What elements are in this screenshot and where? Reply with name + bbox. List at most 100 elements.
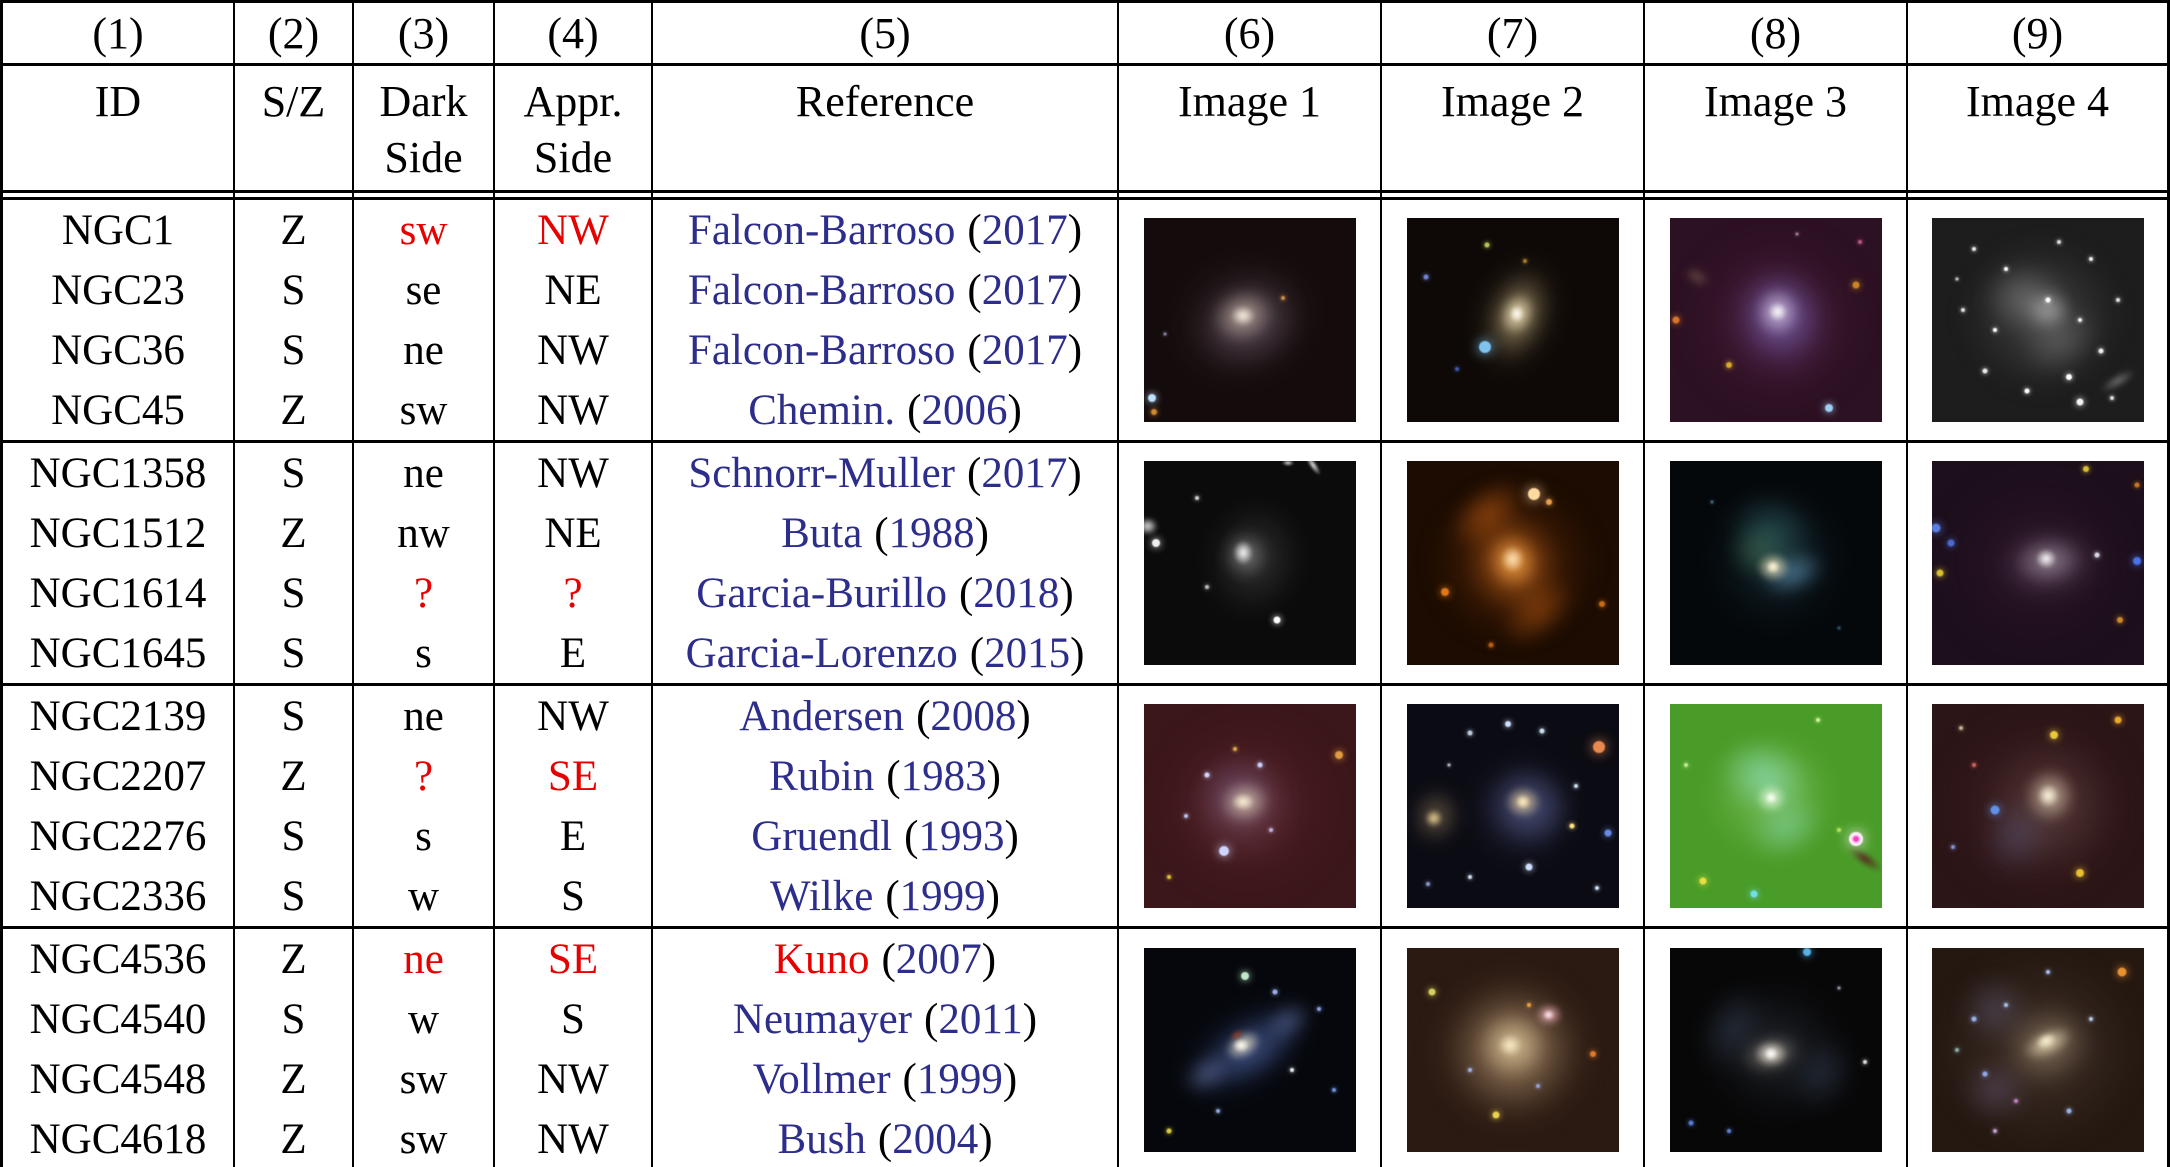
reference-year[interactable]: 1993: [918, 812, 1005, 860]
reference-year[interactable]: 1983: [900, 752, 987, 800]
reference-link[interactable]: Bush (2004): [777, 1115, 993, 1163]
galaxy-id: NGC4536: [29, 935, 207, 983]
divider-segment: [495, 190, 653, 200]
galaxy-layer: [1763, 557, 1783, 577]
reference-link[interactable]: Falcon-Barroso (2017): [687, 266, 1083, 314]
reference-link[interactable]: Rubin (1983): [769, 752, 1001, 800]
reference-year[interactable]: 2008: [930, 692, 1017, 740]
dark-side-value: sw: [399, 1115, 448, 1163]
star-dot: [1593, 740, 1606, 753]
star-dot: [1725, 361, 1732, 368]
reference-year[interactable]: 2017: [981, 266, 1068, 314]
image-cell-2: [1382, 929, 1645, 1167]
star-dot: [1574, 783, 1579, 788]
appr-side-column-cell: SE S NW NW: [495, 929, 653, 1167]
reference-year[interactable]: 2017: [981, 449, 1068, 497]
star-dot: [2075, 869, 2084, 878]
reference-year[interactable]: 1999: [916, 1055, 1003, 1103]
galaxy-layer: [1227, 789, 1260, 815]
reference-cell: Buta (1988): [653, 503, 1117, 563]
galaxy-layer: [1299, 461, 1327, 482]
column-number: (9): [2011, 8, 2064, 58]
reference-author[interactable]: Buta: [781, 509, 863, 557]
star-dot: [1971, 763, 1976, 768]
galaxy-layer: [1512, 791, 1534, 813]
reference-author[interactable]: Falcon-Barroso: [687, 206, 956, 254]
reference-author[interactable]: Bush: [777, 1115, 866, 1163]
reference-link[interactable]: Buta (1988): [781, 509, 989, 557]
galaxy-image: [1669, 704, 1882, 908]
column-header-row: ID S/Z Dark Side Appr. Side Reference Imag…: [3, 66, 2167, 190]
reference-link[interactable]: Vollmer (1999): [752, 1055, 1018, 1103]
column-header-dark-side: Dark Side: [354, 66, 495, 190]
reference-author[interactable]: Wilke: [770, 872, 874, 920]
reference-author[interactable]: Vollmer: [752, 1055, 891, 1103]
column-header-image-2: Image 2: [1382, 66, 1645, 190]
appr-side-value: NW: [537, 386, 609, 434]
reference-author[interactable]: Rubin: [769, 752, 875, 800]
star-dot: [1281, 295, 1286, 300]
reference-year[interactable]: 2017: [981, 206, 1068, 254]
reference-link[interactable]: Gruendl (1993): [751, 812, 1019, 860]
reference-link[interactable]: Garcia-Burillo (2018): [696, 569, 1074, 617]
star-dot: [1853, 835, 1860, 842]
column-number: (6): [1119, 3, 1382, 63]
reference-link[interactable]: Garcia-Lorenzo (2015): [685, 629, 1085, 677]
reference-year[interactable]: 2007: [895, 935, 982, 983]
reference-cell: Rubin (1983): [653, 746, 1117, 806]
header-label: Image 3: [1704, 77, 1847, 126]
reference-year[interactable]: 2015: [984, 629, 1071, 677]
reference-year[interactable]: 2006: [921, 386, 1008, 434]
reference-year[interactable]: 2011: [938, 995, 1023, 1043]
star-dot: [1425, 881, 1430, 886]
reference-author[interactable]: Falcon-Barroso: [687, 326, 956, 374]
reference-year[interactable]: 2004: [892, 1115, 979, 1163]
reference-link[interactable]: Kuno (2007): [773, 935, 997, 983]
reference-author[interactable]: Garcia-Burillo: [696, 569, 948, 617]
reference-author[interactable]: Andersen: [739, 692, 905, 740]
reference-cell: Garcia-Burillo (2018): [653, 563, 1117, 623]
reference-link[interactable]: Falcon-Barroso (2017): [687, 206, 1083, 254]
reference-year[interactable]: 1988: [888, 509, 975, 557]
header-label: Reference: [795, 77, 975, 126]
appr-side-value: NW: [537, 692, 609, 740]
reference-year[interactable]: 2018: [973, 569, 1060, 617]
dark-side-value: ne: [403, 935, 444, 983]
dark-side-value: ne: [403, 692, 444, 740]
galaxy-image: [1143, 704, 1356, 908]
star-dot: [1194, 495, 1199, 500]
reference-author[interactable]: Kuno: [773, 935, 870, 983]
reference-author[interactable]: Falcon-Barroso: [687, 266, 956, 314]
reference-author[interactable]: Garcia-Lorenzo: [685, 629, 958, 677]
id-column-cell: NGC4536 NGC4540 NGC4548 NGC4618: [3, 929, 235, 1167]
reference-year[interactable]: 2017: [981, 326, 1068, 374]
sz-value: Z: [280, 935, 307, 983]
reference-author[interactable]: Neumayer: [732, 995, 912, 1043]
image-cell-1: [1119, 686, 1382, 926]
appr-side-value: S: [561, 872, 585, 920]
reference-link[interactable]: Falcon-Barroso (2017): [687, 326, 1083, 374]
header-label: Side: [384, 133, 463, 182]
column-header-image-4: Image 4: [1908, 66, 2167, 190]
reference-link[interactable]: Andersen (2008): [739, 692, 1031, 740]
reference-link[interactable]: Neumayer (2011): [732, 995, 1038, 1043]
appr-side-value: SE: [547, 752, 599, 800]
reference-link[interactable]: Chemin. (2006): [748, 386, 1022, 434]
galaxy-image: [1143, 947, 1356, 1152]
column-header-image-1: Image 1: [1119, 66, 1382, 190]
reference-link[interactable]: Schnorr-Muller (2017): [688, 449, 1082, 497]
image-cell-3: [1645, 443, 1908, 683]
sz-value: S: [281, 692, 306, 740]
reference-link[interactable]: Wilke (1999): [770, 872, 1000, 920]
reference-year[interactable]: 1999: [899, 872, 986, 920]
star-dot: [1440, 587, 1449, 596]
star-dot: [1332, 1088, 1337, 1093]
star-dot: [2046, 969, 2051, 974]
galaxy-id: NGC2336: [29, 872, 207, 920]
star-dot: [2116, 297, 2121, 302]
reference-author[interactable]: Schnorr-Muller: [688, 449, 955, 497]
reference-author[interactable]: Chemin.: [748, 386, 896, 434]
reference-author[interactable]: Gruendl: [751, 812, 893, 860]
